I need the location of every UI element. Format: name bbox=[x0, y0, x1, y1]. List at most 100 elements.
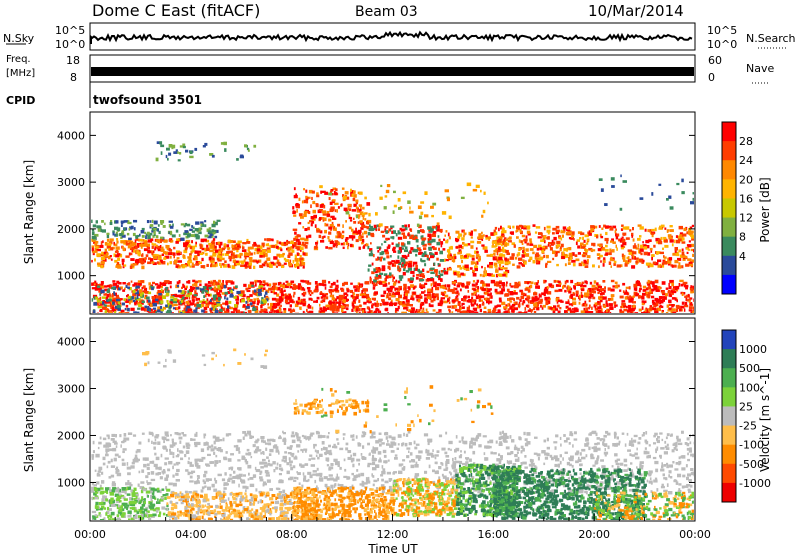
rti-cell bbox=[332, 208, 335, 212]
rti-cell bbox=[155, 244, 158, 248]
rti-cell bbox=[690, 290, 693, 294]
rti-cell bbox=[284, 259, 290, 263]
rti-cell bbox=[500, 253, 503, 257]
rti-cell bbox=[461, 310, 464, 313]
rti-cell bbox=[268, 311, 273, 313]
rti-cell bbox=[190, 245, 196, 250]
rti-cell bbox=[280, 293, 285, 297]
rti-cell bbox=[476, 240, 482, 244]
rti-cell bbox=[525, 304, 528, 308]
rti-cell bbox=[157, 224, 160, 227]
rti-cell bbox=[200, 489, 204, 493]
rti-cell bbox=[309, 220, 314, 223]
rti-cell bbox=[664, 244, 669, 248]
rti-cell bbox=[130, 489, 134, 493]
rti-cell bbox=[275, 449, 280, 453]
rti-cell bbox=[687, 258, 692, 261]
rti-cell bbox=[146, 243, 150, 247]
rti-cell bbox=[498, 242, 501, 246]
rti-cell bbox=[538, 258, 541, 263]
rti-cell bbox=[128, 482, 132, 486]
rti-cell bbox=[390, 225, 395, 228]
rti-cell bbox=[474, 265, 478, 269]
rti-cell bbox=[561, 256, 565, 260]
rti-cell bbox=[581, 261, 583, 264]
rti-cell bbox=[256, 288, 259, 292]
rti-cell bbox=[470, 230, 473, 234]
rti-cell bbox=[247, 310, 251, 313]
rti-cell bbox=[244, 261, 249, 265]
rti-cell bbox=[674, 259, 679, 264]
rti-cell bbox=[220, 306, 223, 310]
rti-cell bbox=[329, 224, 334, 228]
rti-cell bbox=[513, 285, 515, 288]
rti-cell bbox=[91, 247, 94, 251]
rti-cell bbox=[230, 289, 233, 294]
rti-cell bbox=[461, 436, 464, 440]
rti-cell bbox=[368, 264, 372, 267]
rti-cell bbox=[308, 196, 311, 199]
rti-cell bbox=[593, 287, 596, 291]
rti-cell bbox=[623, 304, 627, 308]
rti-cell bbox=[112, 306, 115, 310]
rti-cell bbox=[169, 285, 172, 289]
rti-cell bbox=[144, 231, 147, 235]
rti-cell bbox=[507, 303, 510, 307]
rti-cell bbox=[293, 242, 297, 245]
rti-cell bbox=[146, 480, 148, 484]
rti-cell bbox=[466, 299, 469, 303]
rti-cell bbox=[332, 228, 336, 231]
rti-cell bbox=[185, 469, 189, 472]
rti-cell bbox=[141, 227, 145, 231]
rti-cell bbox=[130, 225, 134, 230]
rti-cell bbox=[501, 312, 505, 313]
rti-cell bbox=[499, 299, 502, 303]
rti-cell bbox=[284, 293, 287, 296]
rti-cell bbox=[374, 270, 378, 274]
rti-cell bbox=[206, 464, 211, 467]
rti-cell bbox=[387, 459, 390, 462]
rti-cell bbox=[398, 246, 403, 251]
rti-cell bbox=[489, 262, 494, 265]
rti-cell bbox=[490, 232, 494, 236]
rti-cell bbox=[658, 296, 662, 300]
rti-cell bbox=[177, 260, 182, 263]
rti-cell bbox=[263, 299, 267, 304]
rti-cell bbox=[540, 298, 543, 302]
rti-cell bbox=[445, 463, 448, 467]
rti-cell bbox=[693, 282, 694, 286]
rti-cell bbox=[316, 285, 319, 289]
rti-cell bbox=[119, 286, 123, 289]
rti-cell bbox=[92, 250, 95, 254]
rti-cell bbox=[530, 284, 533, 289]
rti-cell bbox=[436, 228, 440, 232]
rti-cell bbox=[333, 478, 338, 482]
rti-cell bbox=[545, 254, 549, 259]
rti-cell bbox=[584, 234, 589, 238]
rti-cell bbox=[559, 454, 562, 458]
rti-cell bbox=[269, 238, 273, 241]
rti-cell bbox=[153, 307, 157, 310]
rti-cell bbox=[565, 305, 569, 309]
rti-cell bbox=[212, 300, 215, 304]
rti-cell bbox=[151, 252, 154, 256]
rti-cell bbox=[385, 230, 388, 234]
rti-cell bbox=[552, 232, 555, 235]
rti-cell bbox=[545, 280, 547, 283]
rti-cell bbox=[374, 226, 378, 230]
rti-cell bbox=[100, 256, 106, 261]
rti-cell bbox=[397, 434, 402, 438]
rti-cell bbox=[362, 293, 366, 296]
nsearch-label: N.Search bbox=[746, 32, 796, 45]
rti-cell bbox=[358, 299, 361, 303]
rti-cell bbox=[433, 284, 437, 288]
rti-cell bbox=[342, 301, 344, 305]
rti-cell bbox=[168, 231, 171, 235]
rti-cell bbox=[629, 453, 632, 457]
rti-cell bbox=[530, 310, 533, 313]
rti-cell bbox=[598, 225, 601, 228]
rti-cell bbox=[324, 286, 327, 290]
rti-cell bbox=[473, 229, 477, 232]
rti-cell bbox=[176, 257, 180, 260]
rti-cell bbox=[134, 239, 137, 243]
